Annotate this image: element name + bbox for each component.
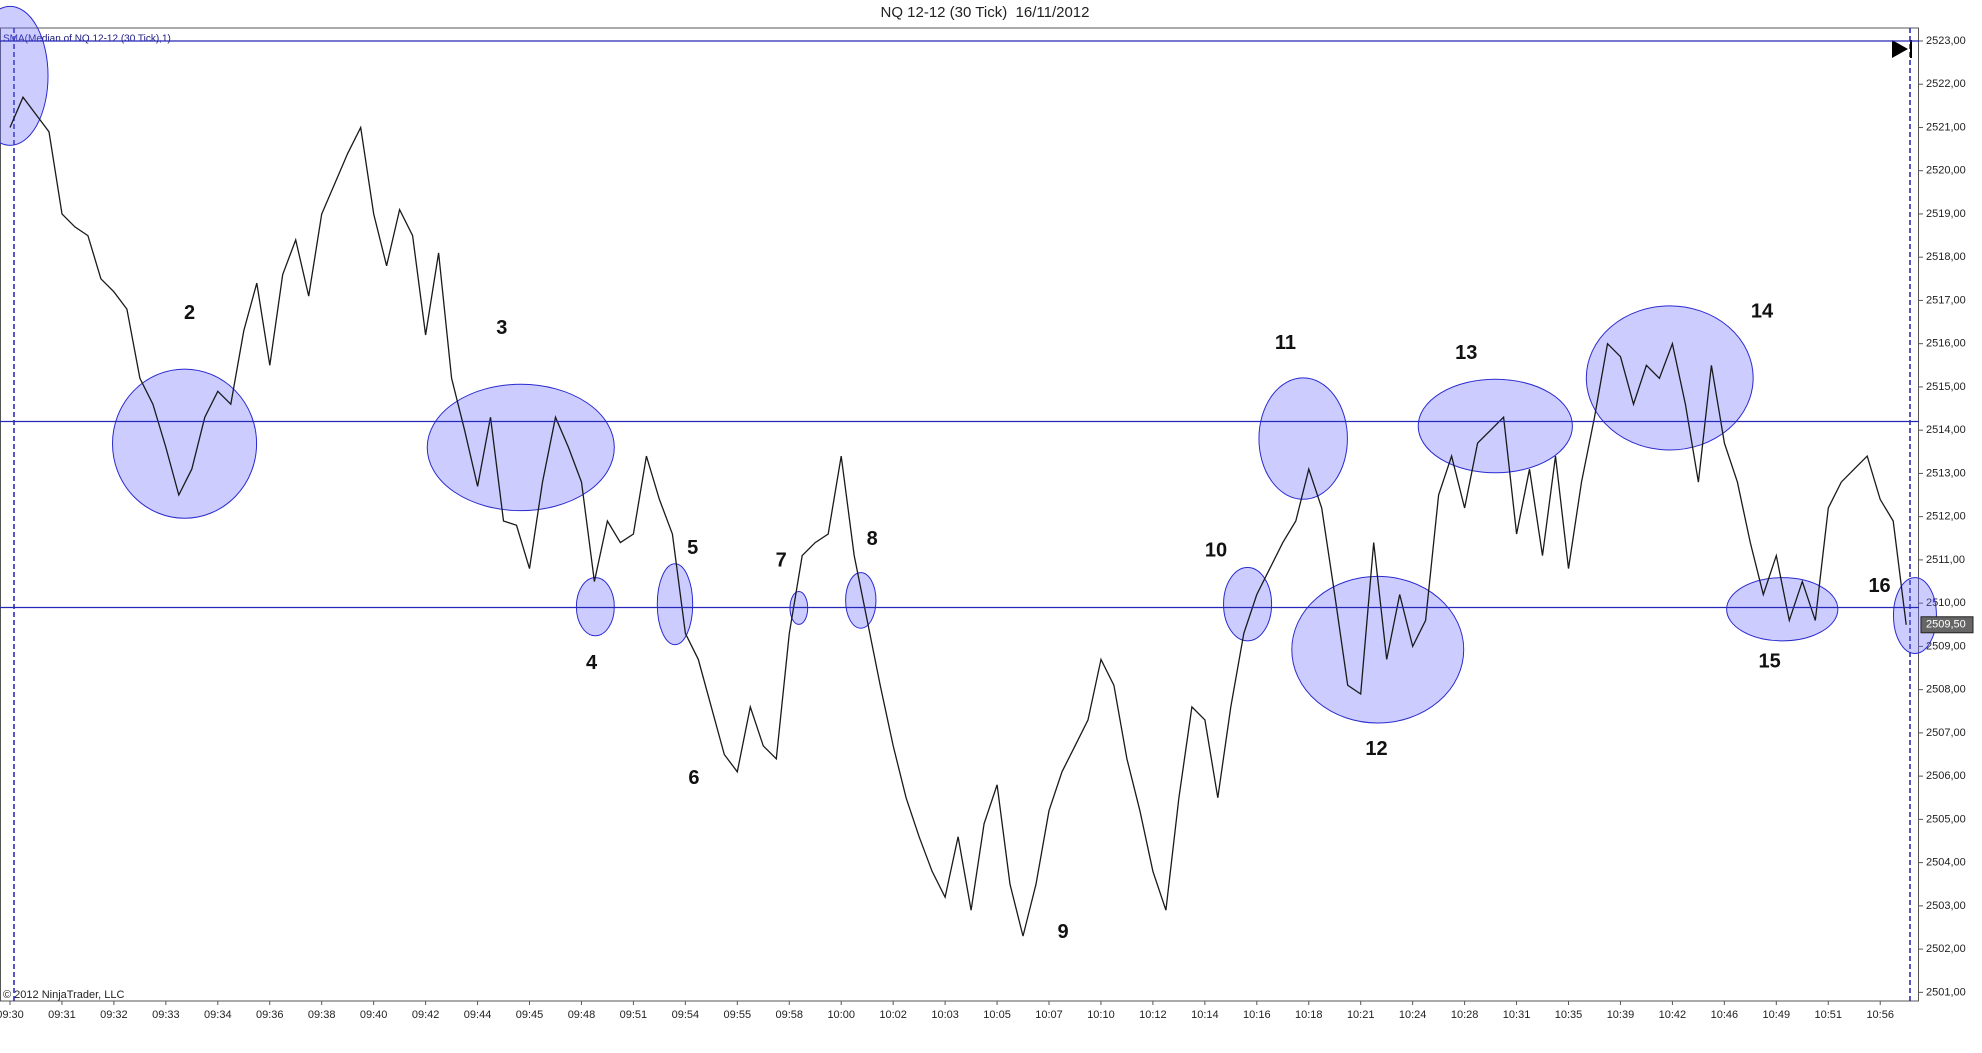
y-tick-label: 2521,00 <box>1926 121 1966 133</box>
x-tick-label: 10:18 <box>1295 1009 1323 1021</box>
highlight-ellipse <box>845 572 877 629</box>
y-tick-label: 2506,00 <box>1926 770 1966 782</box>
x-tick-label: 10:24 <box>1399 1009 1427 1021</box>
x-tick-label: 10:49 <box>1763 1009 1791 1021</box>
y-tick-label: 2511,00 <box>1926 554 1965 566</box>
x-tick-label: 09:51 <box>620 1009 648 1021</box>
x-tick-label: 09:30 <box>0 1009 24 1021</box>
x-tick-label: 09:31 <box>48 1009 76 1021</box>
x-tick-label: 10:03 <box>931 1009 959 1021</box>
annotation-label: 6 <box>688 767 699 789</box>
plot-frame <box>0 27 1919 1002</box>
annotation-label: 11 <box>1275 332 1296 354</box>
x-tick-label: 10:10 <box>1087 1009 1115 1021</box>
y-tick-label: 2504,00 <box>1926 857 1966 869</box>
annotation-label: 10 <box>1205 539 1227 561</box>
highlight-ellipse <box>1726 577 1839 642</box>
annotation-label: 8 <box>867 528 878 550</box>
annotation-label: 5 <box>687 537 698 559</box>
y-tick-label: 2503,00 <box>1926 900 1966 912</box>
x-tick-label: 10:00 <box>827 1009 855 1021</box>
x-tick-label: 10:31 <box>1503 1009 1531 1021</box>
highlight-ellipse <box>1585 305 1754 451</box>
highlight-ellipse <box>111 368 258 519</box>
x-tick-label: 09:54 <box>672 1009 700 1021</box>
indicator-label: SMA(Median of NQ 12-12 (30 Tick),1) <box>3 34 171 45</box>
y-tick-label: 2513,00 <box>1926 467 1966 479</box>
x-tick-label: 10:02 <box>879 1009 907 1021</box>
x-tick-label: 10:07 <box>1035 1009 1063 1021</box>
annotation-label: 2 <box>184 302 195 324</box>
highlight-ellipse <box>656 563 694 646</box>
x-tick-label: 10:21 <box>1347 1009 1375 1021</box>
y-tick-label: 2522,00 <box>1926 78 1966 90</box>
annotation-label: 16 <box>1868 575 1890 597</box>
annotation-label: 12 <box>1365 738 1387 760</box>
y-tick-label: 2520,00 <box>1926 165 1966 177</box>
scroll-end-icon[interactable] <box>1892 40 1908 58</box>
x-tick-label: 10:05 <box>983 1009 1011 1021</box>
x-tick-label: 09:45 <box>516 1009 544 1021</box>
x-tick-label: 10:46 <box>1711 1009 1739 1021</box>
x-tick-label: 10:35 <box>1555 1009 1583 1021</box>
highlight-ellipse <box>1291 575 1465 724</box>
x-tick-label: 10:16 <box>1243 1009 1271 1021</box>
x-tick-label: 10:51 <box>1814 1009 1842 1021</box>
y-tick-label: 2512,00 <box>1926 511 1966 523</box>
x-tick-label: 10:12 <box>1139 1009 1167 1021</box>
y-tick-label: 2505,00 <box>1926 813 1966 825</box>
highlight-ellipse <box>1892 577 1937 654</box>
annotation-label: 3 <box>496 317 507 339</box>
y-tick-label: 2501,00 <box>1926 986 1966 998</box>
y-tick-label: 2519,00 <box>1926 208 1966 220</box>
x-tick-label: 09:36 <box>256 1009 284 1021</box>
highlight-ellipse <box>575 577 615 637</box>
chart-title: NQ 12-12 (30 Tick) 16/11/2012 <box>880 4 1089 21</box>
last-price-label: 2509,50 <box>1926 619 1966 631</box>
y-tick-label: 2518,00 <box>1926 251 1966 263</box>
x-tick-label: 10:39 <box>1607 1009 1635 1021</box>
x-tick-label: 09:34 <box>204 1009 232 1021</box>
x-tick-label: 09:48 <box>568 1009 596 1021</box>
x-tick-label: 10:42 <box>1659 1009 1687 1021</box>
y-tick-label: 2509,00 <box>1926 640 1966 652</box>
annotation-label: 4 <box>586 652 598 674</box>
annotation-label: 15 <box>1758 651 1780 673</box>
highlight-ellipse <box>1223 567 1273 642</box>
copyright: © 2012 NinjaTrader, LLC <box>3 989 124 1001</box>
x-tick-label: 09:40 <box>360 1009 388 1021</box>
annotation-label: 13 <box>1455 342 1477 364</box>
highlight-ellipse <box>426 383 615 512</box>
x-tick-label: 09:33 <box>152 1009 180 1021</box>
x-tick-label: 09:58 <box>775 1009 803 1021</box>
x-tick-label: 10:56 <box>1866 1009 1894 1021</box>
y-tick-label: 2514,00 <box>1926 424 1966 436</box>
y-tick-label: 2515,00 <box>1926 381 1966 393</box>
x-tick-label: 09:42 <box>412 1009 440 1021</box>
x-tick-label: 09:55 <box>724 1009 752 1021</box>
annotation-label: 7 <box>776 549 787 571</box>
x-tick-label: 09:44 <box>464 1009 492 1021</box>
y-tick-label: 2517,00 <box>1926 294 1966 306</box>
last-price-box <box>1920 616 1974 634</box>
x-tick-label: 10:28 <box>1451 1009 1479 1021</box>
highlight-ellipse <box>1258 377 1348 500</box>
annotation-label: 9 <box>1057 921 1068 943</box>
y-tick-label: 2508,00 <box>1926 684 1966 696</box>
y-tick-label: 2502,00 <box>1926 943 1966 955</box>
annotation-label: 14 <box>1751 300 1774 322</box>
y-tick-label: 2516,00 <box>1926 338 1966 350</box>
price-line <box>9 95 1907 937</box>
x-tick-label: 10:14 <box>1191 1009 1219 1021</box>
x-tick-label: 09:32 <box>100 1009 128 1021</box>
y-tick-label: 2523,00 <box>1926 35 1966 47</box>
x-tick-label: 09:38 <box>308 1009 336 1021</box>
y-tick-label: 2507,00 <box>1926 727 1966 739</box>
